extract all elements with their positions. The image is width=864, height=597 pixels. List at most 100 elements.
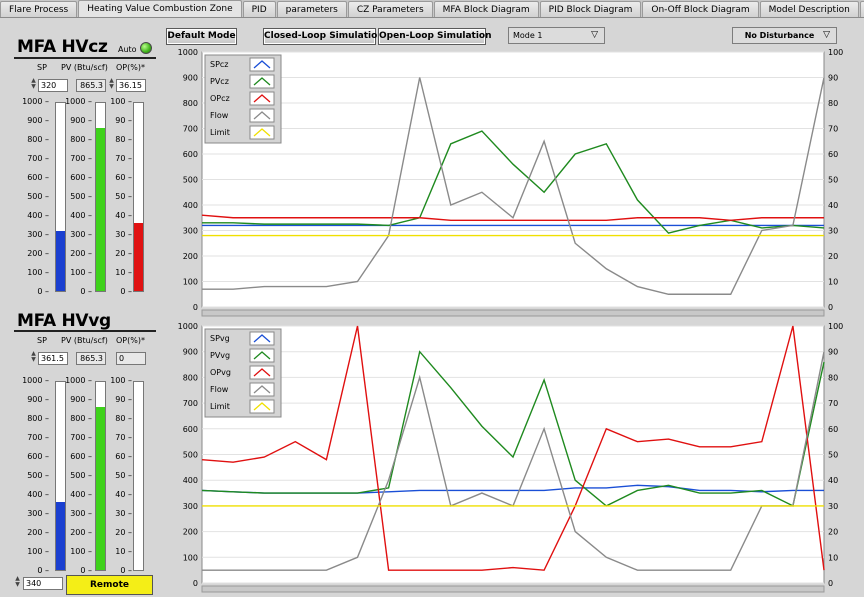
y-tick-label: 800 <box>183 373 198 382</box>
remote-button[interactable]: Remote <box>66 575 153 595</box>
y2-tick-label: 70 <box>828 399 838 408</box>
legend-line <box>253 402 271 411</box>
scale-tick-label: 0 – <box>37 287 49 296</box>
tab-pid-block-diagram[interactable]: PID Block Diagram <box>539 1 642 17</box>
y2-tick-label: 90 <box>828 74 838 83</box>
legend-line <box>253 334 271 343</box>
hvvg-chart[interactable]: 0 0 100 10 200 20 300 30 400 40 500 50 600 60 700 70 800… <box>162 320 864 597</box>
legend-label: SPvg <box>210 334 230 343</box>
tab-cz-parameters[interactable]: CZ Parameters <box>347 1 433 17</box>
hvcz-sp-input[interactable]: 320 <box>38 79 68 92</box>
tab-flare-process[interactable]: Flare Process <box>0 1 78 17</box>
scale-tick-label: 0 – <box>37 566 49 575</box>
scale-tick-label: 30 – <box>115 230 132 239</box>
y-tick-label: 700 <box>183 125 198 134</box>
scale-tick-label: 300 – <box>70 509 92 518</box>
mode-select[interactable]: Mode 1 ▽ <box>508 27 605 44</box>
y-tick-label: 600 <box>183 150 198 159</box>
hvvg-sp-label: SP <box>37 336 47 345</box>
hvcz-op-input[interactable]: 36.15 <box>116 79 146 92</box>
legend-line <box>253 111 271 120</box>
legend-label: Flow <box>210 111 229 120</box>
scale-tick-label: 30 – <box>115 509 132 518</box>
scale-tick-label: 200 – <box>27 528 49 537</box>
scale-tick-label: 600 – <box>70 452 92 461</box>
y-tick-label: 400 <box>183 476 198 485</box>
hvcz-op-label: OP(%)* <box>116 63 145 72</box>
hvvg-sp-tank <box>55 381 66 571</box>
chevron-down-icon: ▽ <box>591 30 598 40</box>
scale-tick-label: 50 – <box>115 192 132 201</box>
hvcz-scale-op: 100 – 90 – 80 – 70 – 60 – 50 – 40 – 30 – 20 – 10 … <box>96 98 132 296</box>
scale-tick-label: 200 – <box>70 249 92 258</box>
bottom-setpoint-input[interactable]: 340 <box>23 577 63 590</box>
tab-model-description[interactable]: Model Description <box>759 1 859 17</box>
auto-led[interactable] <box>140 42 152 54</box>
y-tick-label: 700 <box>183 399 198 408</box>
open-loop-simulation-button[interactable]: Open-Loop Simulation <box>378 28 492 45</box>
legend-swatch <box>249 331 275 346</box>
tab-heating-value-combustion-zone[interactable]: Heating Value Combustion Zone <box>78 0 242 17</box>
scale-tick-label: 600 – <box>70 173 92 182</box>
legend-swatch <box>249 108 275 123</box>
hvvg-title-rule <box>14 330 156 332</box>
y-tick-label: 400 <box>183 201 198 210</box>
default-mode-button[interactable]: Default Mode <box>166 28 237 45</box>
y2-tick-label: 30 <box>828 502 838 511</box>
series-pvvg-line <box>201 350 825 507</box>
scale-tick-label: 50 – <box>115 471 132 480</box>
scale-tick-label: 800 – <box>27 414 49 423</box>
y2-tick-label: 80 <box>828 99 838 108</box>
chart-scrollbar[interactable] <box>201 309 825 317</box>
chart-scrollbar[interactable] <box>201 585 825 593</box>
tab-control-strategy[interactable]: Control Strategy <box>859 1 864 17</box>
hvcz-scale-pv: 1000 – 900 – 800 – 700 – 600 – 500 – 400 – 300 … <box>56 97 92 296</box>
y-tick-label: 200 <box>183 528 198 537</box>
scale-tick-label: 60 – <box>115 173 132 182</box>
scale-tick-label: 70 – <box>115 433 132 442</box>
chevron-down-icon: ▽ <box>823 30 830 40</box>
y2-tick-label: 40 <box>828 476 838 485</box>
y-tick-label: 0 <box>193 579 198 588</box>
hvvg-sp-spinner[interactable]: ▲ ▼ <box>31 350 36 363</box>
disturbance-select[interactable]: No Disturbance ▽ <box>732 27 837 44</box>
scale-tick-label: 40 – <box>115 490 132 499</box>
series-opcz-line <box>201 214 824 222</box>
legend-swatch <box>249 399 275 414</box>
legend-line <box>253 368 271 377</box>
tab-parameters[interactable]: parameters <box>276 1 347 17</box>
legend-swatch <box>249 382 275 397</box>
hvcz-chart[interactable]: 0 0 100 10 200 20 300 30 400 40 500 50 600 60 700 70 800… <box>162 46 864 321</box>
series-flow-line <box>202 77 825 295</box>
tab-on-off-block-diagram[interactable]: On-Off Block Diagram <box>642 1 759 17</box>
scale-tick-label: 100 – <box>70 268 92 277</box>
scale-tick-label: 100 – <box>27 547 49 556</box>
scale-tick-label: 400 – <box>27 490 49 499</box>
scale-tick-label: 700 – <box>70 433 92 442</box>
scale-tick-label: 60 – <box>115 452 132 461</box>
tab-pid[interactable]: PID <box>242 1 276 17</box>
hvcz-op-spinner[interactable]: ▲ ▼ <box>109 77 114 90</box>
y-tick-label: 1000 <box>178 322 198 331</box>
scale-tick-label: 500 – <box>27 471 49 480</box>
y-tick-label: 100 <box>183 278 198 287</box>
scale-tick-label: 100 – <box>110 376 132 385</box>
tab-mfa-block-diagram[interactable]: MFA Block Diagram <box>433 1 539 17</box>
scale-tick-label: 1000 – <box>65 97 92 106</box>
bottom-setpoint-spinner[interactable]: ▲ ▼ <box>15 575 20 588</box>
scale-tick-label: 70 – <box>115 154 132 163</box>
hvcz-op-tank <box>133 102 144 292</box>
scale-tick-label: 0 – <box>120 287 132 296</box>
legend-label: OPcz <box>210 94 230 103</box>
closed-loop-simulation-button[interactable]: Closed-Loop Simulation <box>263 28 384 45</box>
y2-tick-label: 30 <box>828 227 838 236</box>
scale-tick-label: 500 – <box>70 192 92 201</box>
y2-tick-label: 60 <box>828 150 838 159</box>
scale-tick-label: 20 – <box>115 528 132 537</box>
hvvg-sp-input[interactable]: 361.5 <box>38 352 68 365</box>
scale-tick-label: 0 – <box>120 566 132 575</box>
hvcz-sp-spinner[interactable]: ▲ ▼ <box>31 77 36 90</box>
legend-label: PVvg <box>210 351 230 360</box>
scale-tick-label: 800 – <box>70 135 92 144</box>
hvvg-pv-display: 865.3 <box>76 352 106 365</box>
